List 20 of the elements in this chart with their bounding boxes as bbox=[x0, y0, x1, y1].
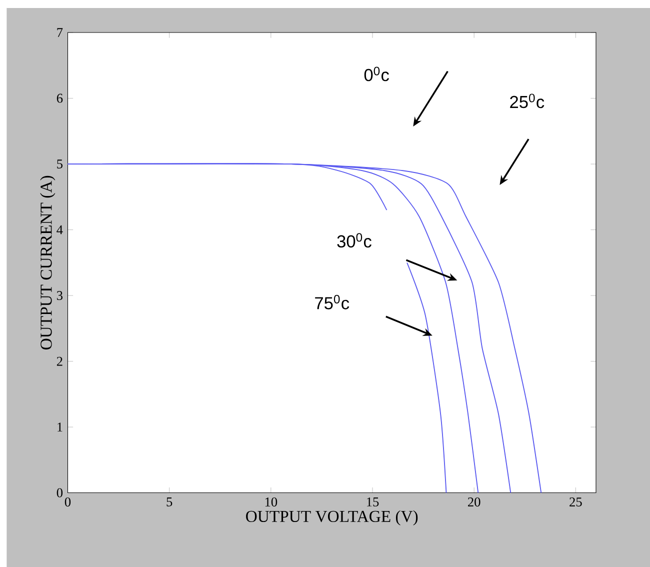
y-axis-title: OUTPUT CURRENT (A) bbox=[40, 176, 56, 350]
y-tick-label: 0 bbox=[56, 488, 63, 498]
x-tick-label: 20 bbox=[468, 497, 480, 506]
annotation: 25$^{0}$c bbox=[510, 94, 544, 108]
x-tick-label: 15 bbox=[367, 497, 379, 506]
x-tick-label: 0 bbox=[64, 497, 71, 506]
annotation: 75$^{0}$c bbox=[315, 294, 350, 310]
x-tick-label: 10 bbox=[265, 497, 278, 506]
y-tick-label: 6 bbox=[56, 94, 63, 103]
x-axis-title: OUTPUT VOLTAGE (V) bbox=[246, 510, 418, 526]
x-tick-label: 25 bbox=[570, 498, 582, 506]
annotation: 0$^{0}$c bbox=[364, 66, 389, 82]
y-tick-label: 5 bbox=[57, 160, 63, 168]
y-tick-label: 4 bbox=[56, 225, 63, 234]
x-tick-label: 5 bbox=[166, 497, 172, 506]
y-tick-label: 2 bbox=[56, 356, 62, 366]
y-tick-label: 3 bbox=[57, 291, 63, 300]
y-tick-label: 1 bbox=[58, 422, 62, 432]
y-tick-label: 7 bbox=[57, 28, 63, 37]
annotation: 30$^{0}$c bbox=[337, 233, 372, 248]
